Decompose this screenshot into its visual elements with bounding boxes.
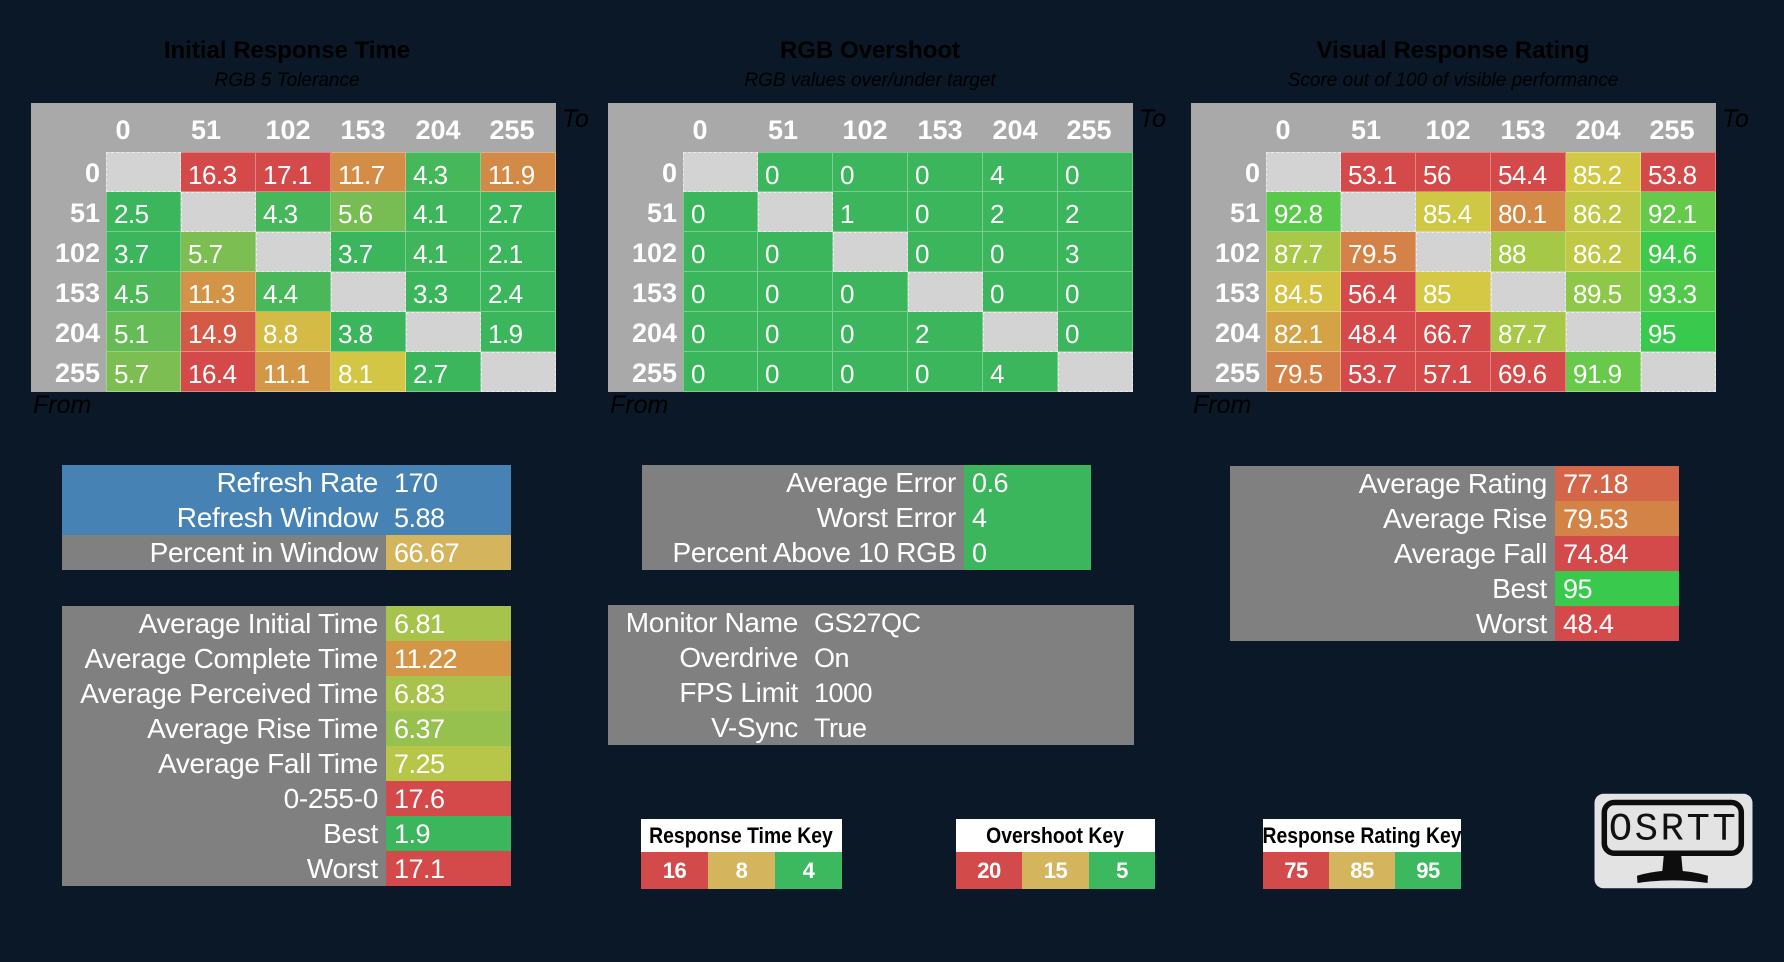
svg-text:OSRTT: OSRTT bbox=[1609, 808, 1739, 852]
